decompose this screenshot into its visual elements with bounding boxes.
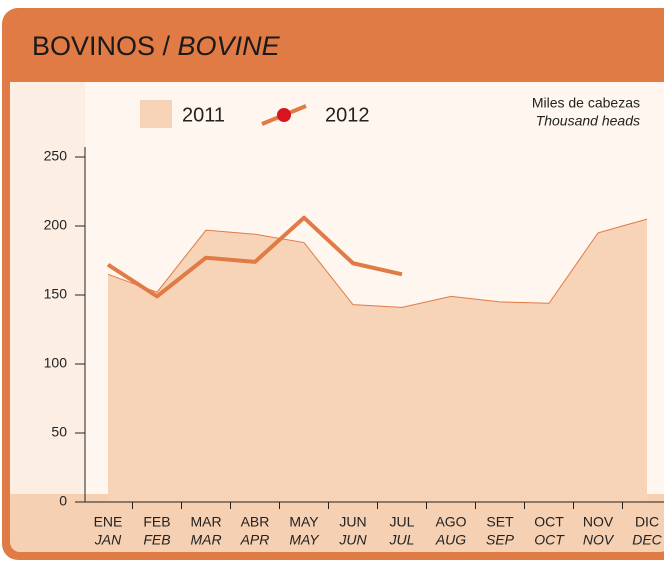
x-tick-label-en: DEC	[632, 532, 662, 548]
x-tick-label-en: JUN	[338, 532, 367, 548]
x-tick-label-en: NOV	[583, 532, 615, 548]
x-tick-label-en: JAN	[94, 532, 122, 548]
legend-label: 2011	[182, 104, 225, 126]
x-tick-label: MAY	[289, 514, 319, 530]
x-tick-label: NOV	[583, 514, 614, 530]
chart-title: BOVINOS / BOVINE	[32, 31, 281, 61]
area	[108, 219, 647, 502]
line	[106, 215, 403, 299]
y-tick-label: 100	[44, 355, 68, 371]
y-tick-label: 0	[59, 493, 67, 509]
y-tick-label: 150	[44, 286, 68, 302]
legend-label: 2012	[325, 104, 370, 126]
x-tick-label: AGO	[435, 514, 466, 530]
x-tick-label-en: OCT	[534, 532, 565, 548]
area-line	[107, 218, 648, 308]
x-tick-label: JUN	[339, 514, 366, 530]
x-tick-label-en: JUL	[389, 532, 415, 548]
x-tick-label: ENE	[94, 514, 123, 530]
x-tick-label-en: MAY	[289, 532, 320, 548]
y-tick-label: 250	[44, 148, 68, 164]
x-tick-label: DIC	[635, 514, 659, 530]
x-tick-label-en: MAR	[190, 532, 221, 548]
x-tick-label-en: APR	[240, 532, 270, 548]
x-tick-label: MAR	[190, 514, 221, 530]
unit-label-en: Thousand heads	[536, 113, 640, 129]
x-tick-label: OCT	[534, 514, 564, 530]
unit-label: Miles de cabezas	[532, 95, 640, 111]
legend-swatch	[140, 100, 172, 128]
x-tick-label-en: SEP	[486, 532, 515, 548]
x-tick-label: FEB	[143, 514, 170, 530]
legend-swatch-marker	[277, 108, 291, 122]
x-tick-label-en: FEB	[143, 532, 170, 548]
y-tick-label: 200	[44, 217, 68, 233]
x-tick-label-en: AUG	[435, 532, 466, 548]
y-tick-label: 50	[51, 424, 67, 440]
x-tick-label: ABR	[241, 514, 270, 530]
x-tick-label: SET	[486, 514, 514, 530]
x-tick-label: JUL	[390, 514, 415, 530]
